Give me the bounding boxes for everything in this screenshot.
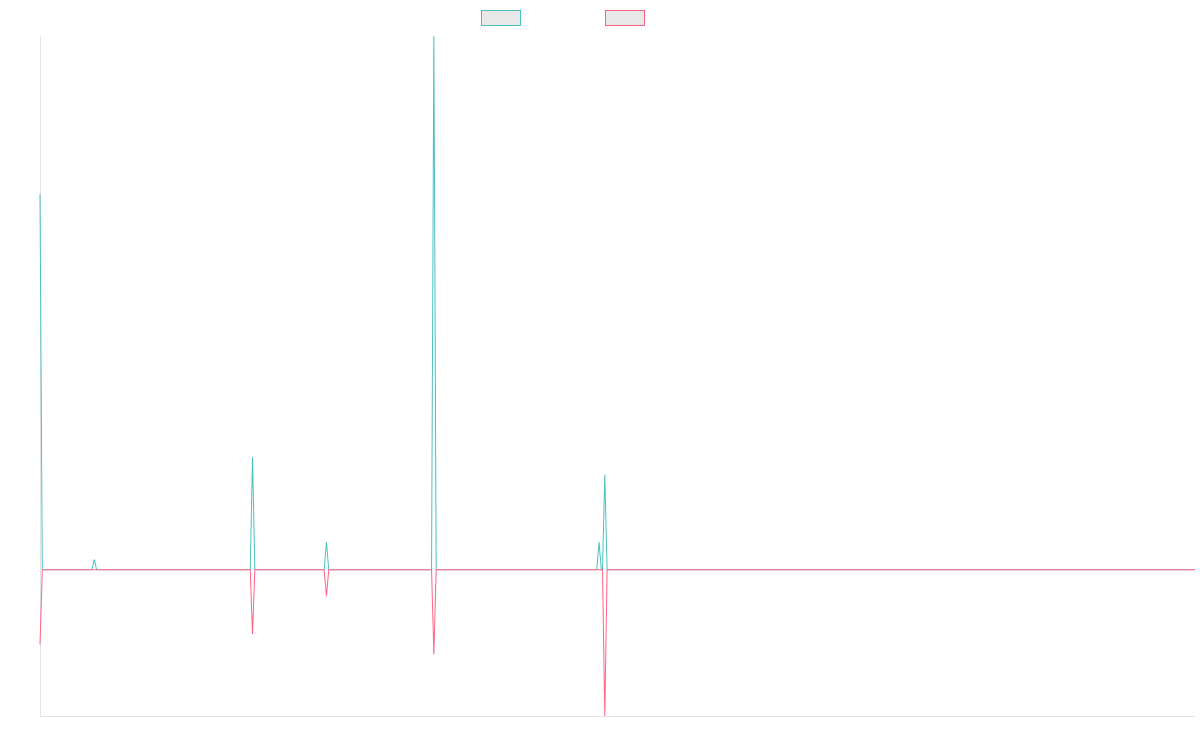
legend-swatch-1[interactable] [481,10,521,26]
legend-swatch-2[interactable] [605,10,645,26]
axes [40,36,1195,717]
series-line-2 [39,569,1195,717]
legend[interactable] [481,10,645,26]
series-line-1 [39,35,1195,571]
plot-lines [39,35,1195,717]
